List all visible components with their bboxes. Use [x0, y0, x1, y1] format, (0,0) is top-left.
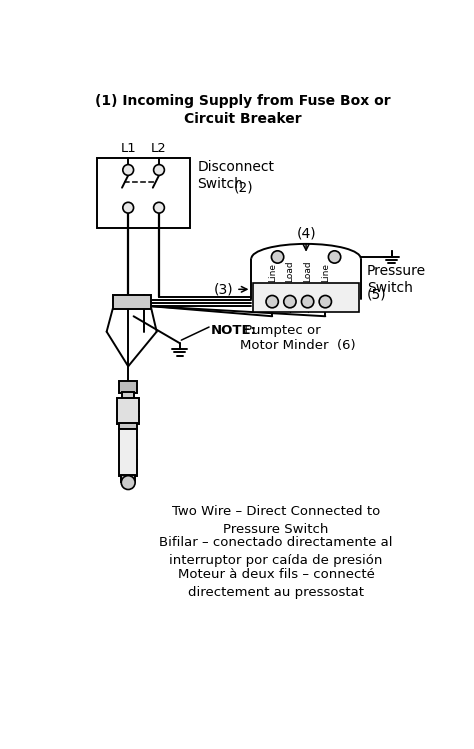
Text: (2): (2): [234, 181, 253, 195]
Circle shape: [121, 476, 135, 490]
Bar: [118, 398, 139, 424]
Text: NOTE:: NOTE:: [210, 324, 256, 337]
Text: L1: L1: [120, 142, 136, 154]
Bar: [122, 392, 134, 398]
Bar: [97, 158, 190, 228]
Text: Disconnect
Switch: Disconnect Switch: [198, 160, 274, 191]
Text: (3): (3): [214, 282, 234, 297]
Bar: [121, 475, 135, 482]
Text: Line: Line: [268, 263, 277, 282]
Circle shape: [123, 165, 134, 175]
Text: Line: Line: [321, 263, 330, 282]
Text: Load: Load: [285, 260, 294, 282]
Text: L2: L2: [151, 142, 167, 154]
Circle shape: [123, 202, 134, 213]
Text: (1) Incoming Supply from Fuse Box or
Circuit Breaker: (1) Incoming Supply from Fuse Box or Cir…: [95, 94, 391, 126]
Text: (4): (4): [296, 226, 316, 240]
Bar: [119, 428, 137, 476]
Text: Bifilar – conectado directamente al
interruptor por caída de presión: Bifilar – conectado directamente al inte…: [159, 536, 393, 567]
Bar: [113, 294, 151, 309]
Circle shape: [154, 202, 164, 213]
Circle shape: [154, 165, 164, 175]
Text: Load: Load: [303, 260, 312, 282]
Bar: [119, 423, 137, 429]
Circle shape: [328, 251, 341, 263]
Text: Moteur à deux fils – connecté
directement au pressostat: Moteur à deux fils – connecté directemen…: [178, 568, 374, 599]
Circle shape: [284, 295, 296, 308]
Circle shape: [301, 295, 314, 308]
Circle shape: [272, 251, 284, 263]
Text: (5): (5): [367, 288, 386, 302]
Bar: [253, 283, 359, 312]
Circle shape: [319, 295, 331, 308]
Text: Pumptec or
Motor Minder  (6): Pumptec or Motor Minder (6): [240, 324, 356, 352]
Text: Pressure
Switch: Pressure Switch: [367, 264, 426, 295]
Circle shape: [266, 295, 278, 308]
Text: Two Wire – Direct Connected to
Pressure Switch: Two Wire – Direct Connected to Pressure …: [172, 505, 380, 536]
Bar: [119, 381, 137, 393]
